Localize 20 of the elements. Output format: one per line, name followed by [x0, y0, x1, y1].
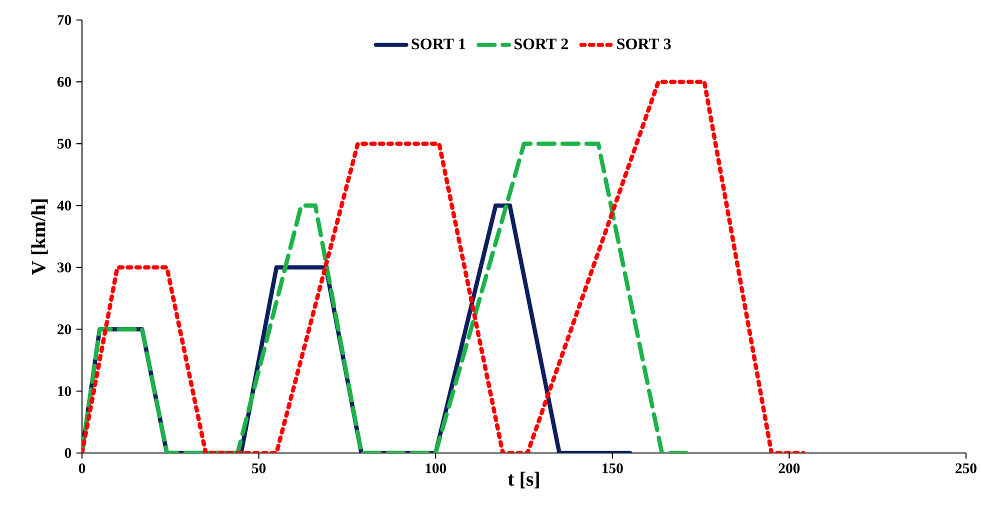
- y-tick-label: 40: [57, 200, 72, 211]
- y-tick-label: 20: [58, 324, 72, 334]
- legend-label: SORT 1: [412, 38, 466, 50]
- line-series: [82, 80, 806, 453]
- x-tick-label: 150: [602, 463, 623, 474]
- y-tick-label: 50: [58, 138, 72, 149]
- y-axis-title: V [km/h]: [31, 199, 48, 275]
- x-axis-title: t [s]: [508, 472, 539, 488]
- x-tick-label: 250: [956, 463, 976, 474]
- y-tick-label: 0: [64, 448, 72, 458]
- x-tick-label: 0: [78, 463, 86, 474]
- y-tick-label: 30: [57, 262, 72, 272]
- y-tick-label: 10: [58, 386, 72, 396]
- x-tick-label: 100: [426, 463, 446, 474]
- legend-label: SORT 3: [617, 38, 671, 50]
- x-tick-label: 200: [778, 463, 800, 474]
- y-tick-label: 60: [57, 76, 72, 87]
- y-tick-label: 70: [58, 15, 72, 25]
- x-tick-label: 50: [252, 463, 266, 474]
- legend-label: SORT 2: [514, 38, 568, 50]
